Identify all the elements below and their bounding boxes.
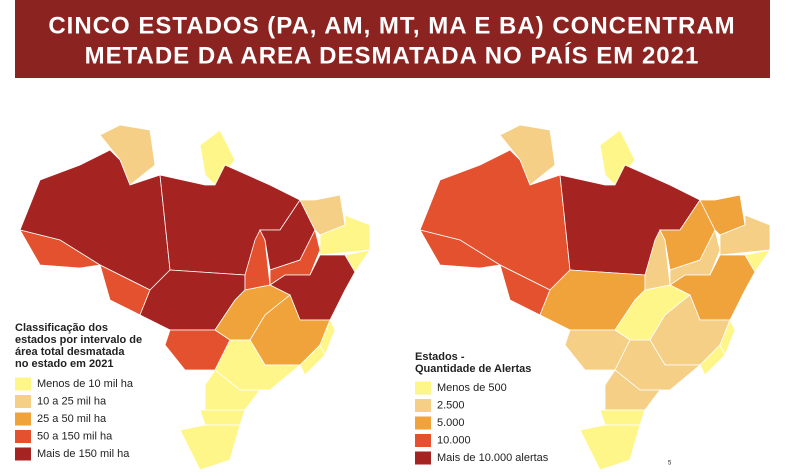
state (599, 409, 646, 426)
title-line: METADE DA AREA DESMATADA NO PAÍS EM 2021 (85, 41, 700, 69)
legend-swatch (15, 395, 31, 408)
state (19, 229, 102, 269)
legend-label: 2.500 (437, 399, 465, 411)
title-line: CINCO ESTADOS (PA, AM, MT, MA E BA) CONC… (48, 12, 735, 39)
legend-label: 50 a 150 mil ha (37, 430, 113, 442)
legend-swatch (15, 430, 31, 443)
title-banner (15, 0, 770, 78)
legend-label: Menos de 10 mil ha (37, 378, 134, 390)
state (199, 409, 246, 426)
legend-label: 5.000 (437, 417, 465, 429)
page-number: 5 (668, 461, 672, 467)
state (299, 344, 326, 376)
legend-swatch (415, 434, 431, 447)
legend-swatch (415, 416, 431, 430)
legend-label: Menos de 500 (437, 382, 507, 394)
legend-label: 25 a 50 mil ha (37, 413, 107, 425)
legend-swatch (415, 399, 431, 412)
legend-label: Mais de 150 mil ha (37, 448, 130, 460)
legend-swatch (415, 381, 431, 395)
state (419, 229, 502, 269)
legend-title: no estado em 2021 (15, 358, 113, 370)
state (699, 344, 726, 376)
legend-label: 10.000 (437, 434, 471, 446)
legend-title: Quantidade de Alertas (415, 363, 531, 375)
legend-title: Estados - (415, 351, 465, 363)
legend-title: estados por intervalo de (15, 334, 142, 346)
legend-label: 10 a 25 mil ha (37, 395, 107, 407)
state (579, 424, 641, 471)
legend-title: área total desmatada (15, 346, 125, 358)
legend-title: Classificação dos (15, 322, 108, 334)
legend-label: Mais de 10.000 alertas (437, 452, 549, 464)
legend-swatch (15, 412, 31, 426)
legend-swatch (15, 447, 31, 461)
legend-swatch (15, 377, 31, 391)
legend-swatch (415, 451, 431, 465)
state (179, 424, 241, 471)
